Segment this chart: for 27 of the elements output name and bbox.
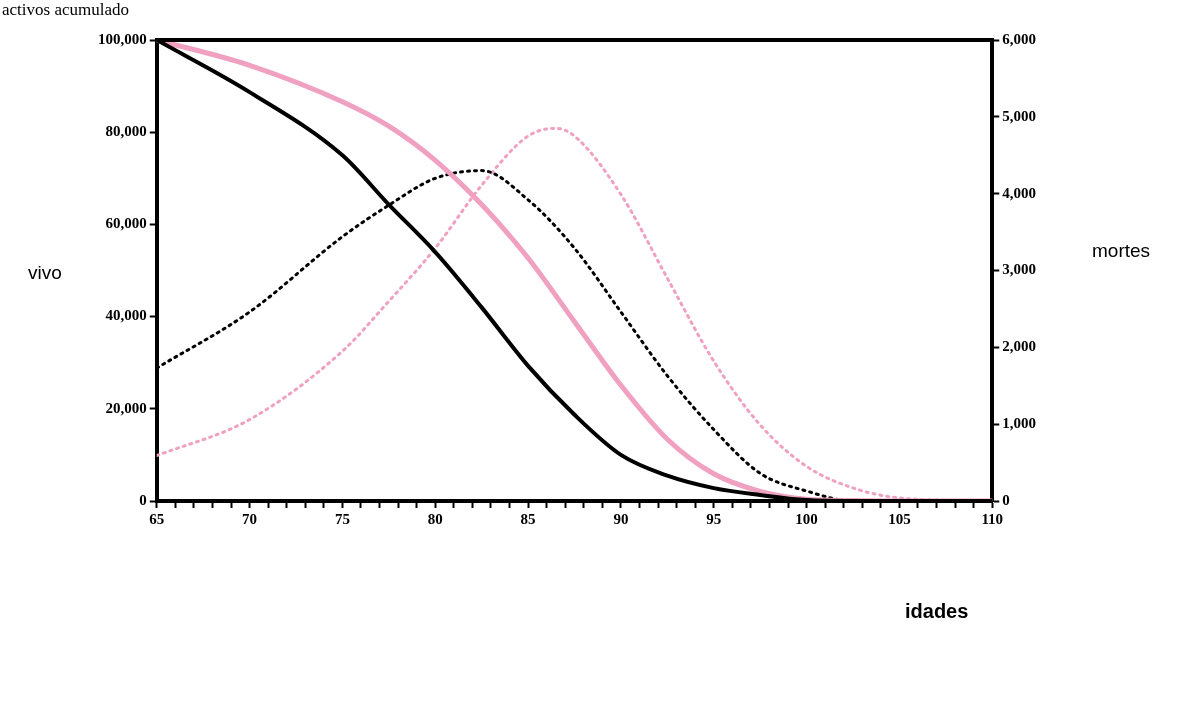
x-tick-label: 85 (520, 510, 536, 527)
y2-axis-title: mortes (1092, 240, 1151, 262)
x-tick-label: 70 (242, 510, 258, 527)
chart-title: activos acumulado (2, 0, 129, 20)
x-tick-label: 90 (613, 510, 629, 527)
y-axis-title: vivo (28, 262, 62, 284)
x-axis-title: idades (905, 600, 969, 623)
y2-tick-label: 2,000 (1002, 338, 1036, 355)
y2-tick-label: 0 (1002, 491, 1010, 508)
y-tick-label: 80,000 (105, 123, 147, 140)
x-tick-label: 100 (795, 510, 818, 527)
y2-tick-label: 4,000 (1002, 184, 1036, 201)
x-tick-label: 75 (334, 510, 350, 527)
y2-tick-label: 5,000 (1002, 107, 1036, 124)
x-tick-label: 95 (706, 510, 722, 527)
x-tick-label: 80 (427, 510, 443, 527)
y2-tick-label: 3,000 (1002, 261, 1036, 278)
y-tick-label: 20,000 (105, 399, 147, 416)
x-tick-label: 105 (888, 510, 911, 527)
x-tick-label: 65 (149, 510, 165, 527)
y2-tick-label: 1,000 (1002, 415, 1036, 432)
y-tick-label: 100,000 (98, 30, 147, 47)
y2-tick-label: 6,000 (1002, 30, 1036, 47)
x-tick-label: 110 (981, 510, 1004, 527)
y-tick-label: 0 (139, 491, 147, 508)
y-tick-label: 40,000 (105, 307, 147, 324)
y-tick-label: 60,000 (105, 215, 147, 232)
